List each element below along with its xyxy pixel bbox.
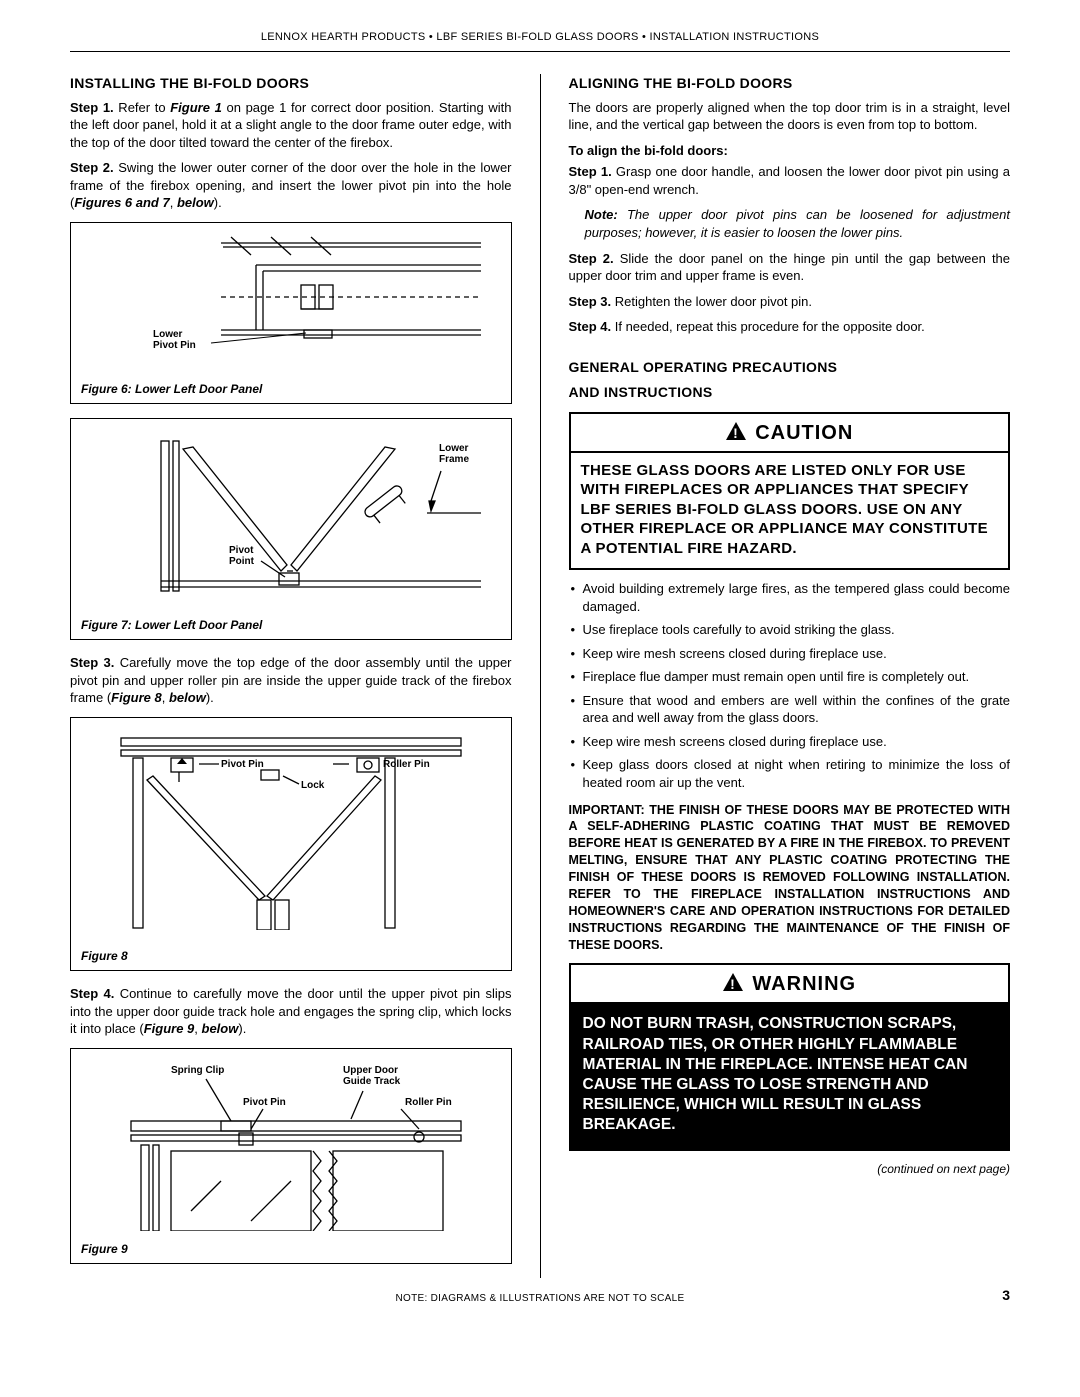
important-note: IMPORTANT: THE FINISH OF THESE DOORS MAY… [569, 802, 1011, 954]
bullet-item: Keep glass doors closed at night when re… [569, 756, 1011, 791]
figure-7-diagram: Lower Frame Pivot Point [101, 431, 481, 601]
warning-title: ! WARNING [571, 965, 1009, 1002]
heading-general-1: GENERAL OPERATING PRECAUTIONS [569, 358, 1011, 377]
caution-title: ! CAUTION [571, 414, 1009, 453]
bullet-item: Use fireplace tools carefully to avoid s… [569, 621, 1011, 639]
align-subhead: To align the bi-fold doors: [569, 142, 1011, 160]
align-step3: Step 3. Retighten the lower door pivot p… [569, 293, 1011, 311]
warning-triangle-icon: ! [722, 972, 744, 992]
figure-8: Pivot Pin Roller Pin Lock Figure 8 [70, 717, 512, 971]
align-note: Note: The upper door pivot pins can be l… [585, 206, 1011, 241]
fig9-label-upper1: Upper Door [343, 1065, 398, 1076]
right-column: ALIGNING THE BI-FOLD DOORS The doors are… [569, 74, 1011, 1278]
heading-installing: INSTALLING THE BI-FOLD DOORS [70, 74, 512, 93]
bullet-item: Fireplace flue damper must remain open u… [569, 668, 1011, 686]
install-step4: Step 4. Continue to carefully move the d… [70, 985, 512, 1038]
bullet-item: Avoid building extremely large fires, as… [569, 580, 1011, 615]
bullet-item: Keep wire mesh screens closed during fir… [569, 645, 1011, 663]
align-intro: The doors are properly aligned when the … [569, 99, 1011, 134]
fig7-label-point: Point [229, 556, 255, 567]
column-divider [540, 74, 541, 1278]
install-step2: Step 2. Swing the lower outer corner of … [70, 159, 512, 212]
footer-note: NOTE: DIAGRAMS & ILLUSTRATIONS ARE NOT T… [70, 1292, 1010, 1306]
install-step1: Step 1. Refer to Figure 1 on page 1 for … [70, 99, 512, 152]
figure-7-caption: Figure 7: Lower Left Door Panel [71, 613, 511, 639]
figure-6-diagram: Lower Pivot Pin [101, 235, 481, 365]
fig9-label-spring: Spring Clip [171, 1065, 224, 1076]
page-number: 3 [1002, 1286, 1010, 1305]
step4-label: Step 4. [70, 986, 114, 1001]
step2-label: Step 2. [70, 160, 114, 175]
fig8-label-roller: Roller Pin [383, 759, 430, 770]
figure-9-diagram: Spring Clip Upper Door Guide Track Pivot… [101, 1061, 481, 1231]
caution-box: ! CAUTION THESE GLASS DOORS ARE LISTED O… [569, 412, 1011, 571]
align-step2: Step 2. Slide the door panel on the hing… [569, 250, 1011, 285]
svg-text:!: ! [731, 976, 737, 992]
fig6-label-lower: Lower [153, 329, 183, 340]
figure-9-caption: Figure 9 [71, 1235, 511, 1263]
heading-aligning: ALIGNING THE BI-FOLD DOORS [569, 74, 1011, 93]
warning-box: ! WARNING DO NOT BURN TRASH, CONSTRUCTIO… [569, 963, 1011, 1151]
fig7-label-pivot: Pivot [229, 545, 254, 556]
fig8-label-lock: Lock [301, 780, 325, 791]
bullet-item: Ensure that wood and embers are well wit… [569, 692, 1011, 727]
figure-6: Lower Pivot Pin Figure 6: Lower Left Doo… [70, 222, 512, 404]
precaution-list: Avoid building extremely large fires, as… [569, 580, 1011, 791]
fig9-label-pivot: Pivot Pin [243, 1097, 286, 1108]
fig9-label-roller: Roller Pin [405, 1097, 452, 1108]
align-step4: Step 4. If needed, repeat this procedure… [569, 318, 1011, 336]
page-footer: NOTE: DIAGRAMS & ILLUSTRATIONS ARE NOT T… [70, 1292, 1010, 1306]
warning-body: DO NOT BURN TRASH, CONSTRUCTION SCRAPS, … [571, 1002, 1009, 1149]
fig6-label-pivot: Pivot Pin [153, 340, 196, 351]
figure-7: Lower Frame Pivot Point Figure 7: Lower … [70, 418, 512, 640]
install-step3: Step 3. Carefully move the top edge of t… [70, 654, 512, 707]
fig9-label-upper2: Guide Track [343, 1076, 401, 1087]
warning-triangle-icon: ! [725, 421, 747, 441]
fig7-label-lf1: Lower [439, 443, 469, 454]
fig8-label-pivot: Pivot Pin [221, 759, 264, 770]
page-header: LENNOX HEARTH PRODUCTS • LBF SERIES BI-F… [70, 30, 1010, 52]
step3-label: Step 3. [70, 655, 114, 670]
figure-9: Spring Clip Upper Door Guide Track Pivot… [70, 1048, 512, 1264]
figure-6-caption: Figure 6: Lower Left Door Panel [71, 377, 511, 403]
fig7-label-lf2: Frame [439, 454, 469, 465]
left-column: INSTALLING THE BI-FOLD DOORS Step 1. Ref… [70, 74, 512, 1278]
step1-label: Step 1. [70, 100, 114, 115]
figure-8-caption: Figure 8 [71, 942, 511, 970]
two-column-layout: INSTALLING THE BI-FOLD DOORS Step 1. Ref… [70, 74, 1010, 1278]
figure-8-diagram: Pivot Pin Roller Pin Lock [101, 730, 481, 930]
heading-general-2: AND INSTRUCTIONS [569, 383, 1011, 402]
bullet-item: Keep wire mesh screens closed during fir… [569, 733, 1011, 751]
continued-note: (continued on next page) [569, 1161, 1011, 1177]
caution-body: THESE GLASS DOORS ARE LISTED ONLY FOR US… [571, 453, 1009, 569]
svg-text:!: ! [733, 425, 739, 441]
align-step1: Step 1. Grasp one door handle, and loose… [569, 163, 1011, 198]
